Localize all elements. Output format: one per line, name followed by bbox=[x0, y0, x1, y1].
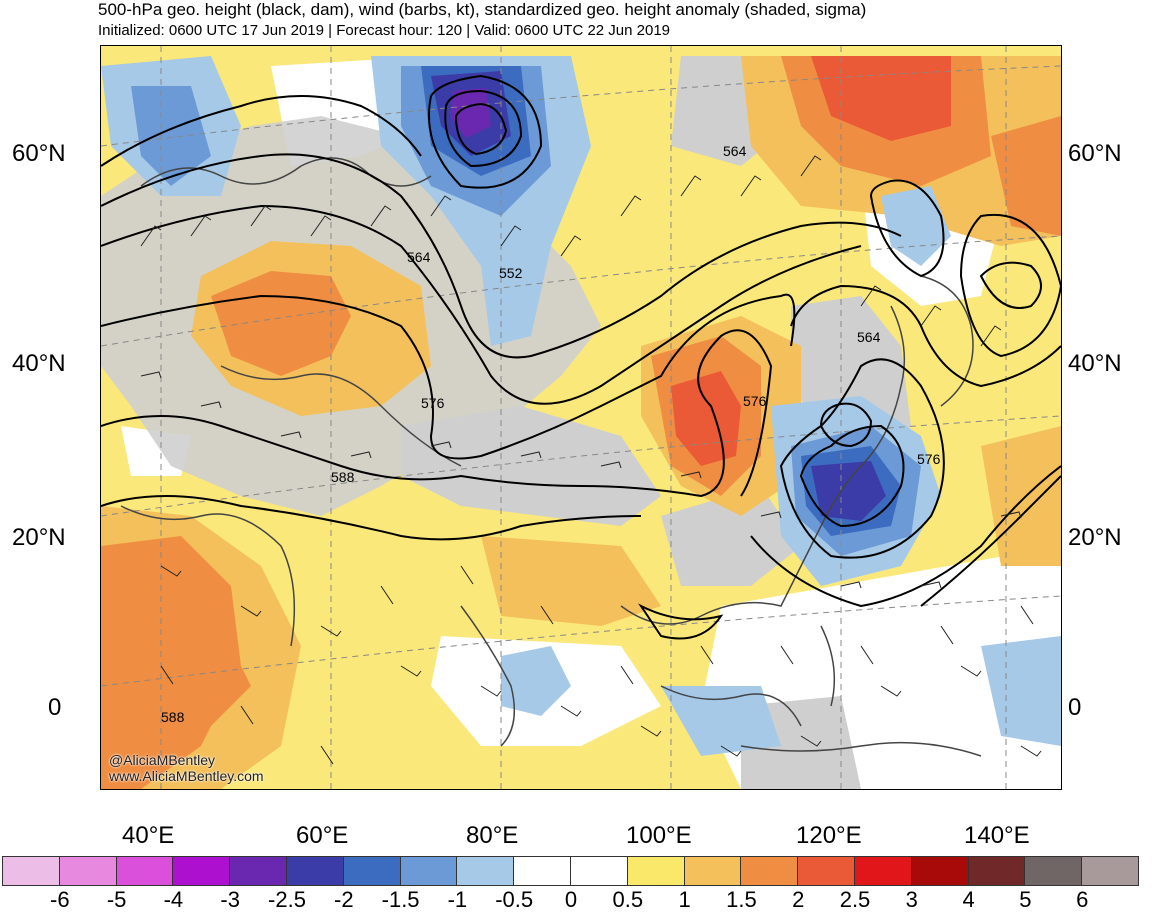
colorbar-tick-label: -5 bbox=[106, 887, 127, 912]
contour-label: 576 bbox=[421, 395, 445, 411]
colorbar-tick-label: 6 bbox=[1076, 887, 1089, 912]
anomaly-strong-positive-region bbox=[991, 116, 1061, 236]
colorbar-tick-label: -2 bbox=[334, 887, 354, 912]
contour-label: 564 bbox=[407, 249, 431, 265]
credit-handle: @AliciaMBentley bbox=[109, 752, 216, 768]
lon-label-60e: 60°E bbox=[296, 822, 349, 849]
colorbar-tick-label: 0.5 bbox=[612, 887, 644, 912]
lat-label-right-40n: 40°N bbox=[1068, 350, 1122, 377]
map-title: 500-hPa geo. height (black, dam), wind (… bbox=[98, 0, 867, 19]
lon-label-140e: 140°E bbox=[964, 822, 1030, 849]
colorbar-cell bbox=[569, 856, 628, 886]
colorbar-cell bbox=[58, 856, 117, 886]
contour-label-group: 564 564 552 564 576 576 576 588 588 bbox=[161, 143, 941, 725]
anomaly-positive-region bbox=[481, 536, 661, 626]
colorbar-cell bbox=[2, 856, 60, 886]
contour-label: 576 bbox=[743, 393, 767, 409]
colorbar-cell bbox=[342, 856, 401, 886]
anomaly-negative-region bbox=[661, 686, 781, 756]
anomaly-positive-region bbox=[981, 426, 1061, 566]
colorbar-cell bbox=[229, 856, 287, 886]
colorbar-cell bbox=[456, 856, 515, 886]
lat-label-left-20n: 20°N bbox=[12, 524, 66, 551]
contour-label: 576 bbox=[917, 451, 941, 467]
colorbar-cell bbox=[853, 856, 912, 886]
contour-label: 564 bbox=[857, 329, 881, 345]
colorbar-cell bbox=[513, 856, 571, 886]
map-panel: 564 564 552 564 576 576 576 588 588 bbox=[100, 45, 1062, 790]
colorbar-cell bbox=[1024, 856, 1083, 886]
colorbar-tick-label: 1.5 bbox=[726, 887, 757, 912]
colorbar-cell bbox=[172, 856, 231, 886]
anomaly-peak-positive-region bbox=[671, 371, 741, 466]
lat-label-left-60n: 60°N bbox=[12, 140, 66, 167]
colorbar-tick-label: 0 bbox=[564, 887, 578, 912]
anomaly-negative-region bbox=[501, 646, 571, 716]
anomaly-peak-negative-region bbox=[451, 88, 491, 138]
lon-label-100e: 100°E bbox=[626, 822, 692, 849]
lat-label-left-0: 0 bbox=[48, 694, 62, 721]
colorbar-cell bbox=[797, 856, 855, 886]
lon-label-80e: 80°E bbox=[466, 822, 519, 849]
colorbar-tick-label: 2 bbox=[792, 887, 805, 912]
colorbar-cell bbox=[740, 856, 799, 886]
colorbar-tick-label: -2.5 bbox=[268, 887, 306, 912]
anomaly-moderate-negative-region bbox=[131, 86, 211, 186]
anomaly-gray-band bbox=[401, 406, 661, 526]
lat-label-right-60n: 60°N bbox=[1068, 140, 1122, 167]
colorbar-cell bbox=[967, 856, 1026, 886]
anomaly-negative-region bbox=[981, 636, 1061, 746]
graticule bbox=[101, 46, 1061, 789]
lat-label-right-20n: 20°N bbox=[1068, 524, 1122, 551]
lat-label-left-40n: 40°N bbox=[12, 350, 66, 377]
colorbar-tick-label: -4 bbox=[163, 887, 184, 912]
colorbar-cell bbox=[1081, 856, 1139, 886]
colorbar-cell bbox=[910, 856, 969, 886]
anomaly-negative-region bbox=[881, 186, 951, 266]
colorbar-cell bbox=[626, 856, 685, 886]
colorbar-tick-label: -3 bbox=[220, 887, 240, 912]
map-canvas: 564 564 552 564 576 576 576 588 588 bbox=[101, 46, 1061, 789]
lon-label-120e: 120°E bbox=[796, 822, 862, 849]
colorbar-tick-label: 5 bbox=[1019, 887, 1032, 912]
contour-label: 552 bbox=[499, 265, 523, 281]
colorbar-tick-label: -1 bbox=[447, 887, 468, 912]
wind-barbs bbox=[140, 155, 1042, 765]
contour-label: 588 bbox=[161, 709, 185, 725]
colorbar-tick-label: 1 bbox=[678, 887, 691, 912]
contour-label: 564 bbox=[723, 143, 747, 159]
credit-website: www.AliciaMBentley.com bbox=[109, 768, 264, 784]
lon-label-40e: 40°E bbox=[122, 822, 175, 849]
colorbar-tick-label: 4 bbox=[962, 887, 975, 912]
colorbar-cell bbox=[683, 856, 742, 886]
colorbar-tick-label: -0.5 bbox=[495, 887, 534, 912]
colorbar bbox=[2, 856, 1139, 886]
colorbar-tick-label: -6 bbox=[50, 887, 70, 912]
anomaly-gray-band bbox=[661, 486, 801, 586]
colorbar-tick-label: -1.5 bbox=[381, 887, 420, 912]
colorbar-tick-label: 3 bbox=[905, 887, 918, 912]
colorbar-cell bbox=[399, 856, 458, 886]
colorbar-tick-label: 2.5 bbox=[839, 887, 871, 912]
contour-label: 588 bbox=[331, 469, 355, 485]
anomaly-strong-negative-region bbox=[811, 461, 886, 521]
colorbar-cell bbox=[115, 856, 174, 886]
height-contours bbox=[101, 74, 1061, 640]
colorbar-cell bbox=[285, 856, 344, 886]
lat-label-right-0: 0 bbox=[1068, 694, 1082, 721]
map-subtitle: Initialized: 0600 UTC 17 Jun 2019 | Fore… bbox=[98, 22, 671, 39]
